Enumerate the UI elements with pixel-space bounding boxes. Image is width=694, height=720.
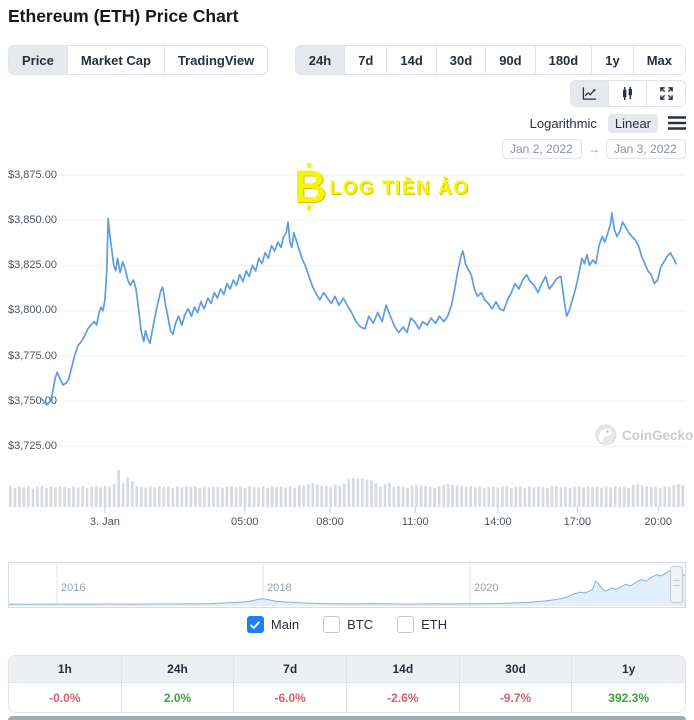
- range-180d[interactable]: 180d: [535, 46, 593, 74]
- perf-header-14d: 14d: [346, 656, 460, 683]
- perf-header-1h: 1h: [9, 656, 122, 683]
- coingecko-logo-icon: [595, 424, 617, 446]
- perf-value-7d: -6.0%: [234, 683, 347, 712]
- perf-value-1h: -0.0%: [9, 683, 122, 712]
- range-24h[interactable]: 24h: [295, 46, 346, 74]
- range-90d[interactable]: 90d: [486, 46, 536, 74]
- range-7d[interactable]: 7d: [345, 46, 388, 74]
- scale-option-logarithmic[interactable]: Logarithmic: [529, 115, 597, 131]
- y-tick-label: $3,750.00: [8, 394, 57, 407]
- view-tabs: Price Market Cap TradingView: [8, 45, 269, 75]
- date-from-input[interactable]: [502, 139, 582, 159]
- menu-icon[interactable]: [668, 116, 686, 130]
- x-tick-label: 3. Jan: [89, 516, 120, 528]
- date-range-arrow: →: [588, 142, 600, 156]
- range-14d[interactable]: 14d: [387, 46, 437, 74]
- candlestick-icon[interactable]: [609, 81, 647, 106]
- timeline-navigator[interactable]: 2016 2018 2020: [8, 562, 686, 608]
- perf-header-24h: 24h: [121, 656, 235, 683]
- y-tick-label: $3,725.00: [8, 440, 57, 452]
- unchecked-checkbox-icon[interactable]: [323, 616, 341, 633]
- minimap-year-label: 2020: [474, 582, 499, 594]
- perf-value-30d: -9.7%: [459, 683, 573, 712]
- coingecko-label: CoinGecko: [622, 427, 694, 443]
- line-chart-icon[interactable]: [571, 81, 609, 106]
- unchecked-checkbox-icon[interactable]: [397, 616, 415, 633]
- legend-checkbox-main[interactable]: Main: [246, 616, 300, 633]
- legend-checkbox-btc[interactable]: BTC: [323, 616, 373, 633]
- checked-checkbox-icon[interactable]: [246, 616, 264, 633]
- tab-market-cap[interactable]: Market Cap: [67, 46, 165, 74]
- legend-checkbox-eth[interactable]: ETH: [397, 616, 447, 633]
- minimap-year-label: 2018: [267, 582, 292, 594]
- range-tabs: 24h 7d 14d 30d 90d 180d 1y Max: [294, 45, 686, 75]
- perf-header-1y: 1y: [572, 656, 685, 683]
- range-1y[interactable]: 1y: [592, 46, 634, 74]
- y-tick-label: $3,875.00: [8, 168, 57, 181]
- perf-value-14d: -2.6%: [346, 683, 460, 712]
- y-tick-label: $3,800.00: [8, 304, 57, 317]
- chart-type-controls: [570, 80, 686, 107]
- x-tick-label: 17:00: [563, 516, 592, 528]
- minimap-year-label: 2016: [60, 582, 86, 594]
- perf-value-24h: 2.0%: [121, 683, 235, 712]
- range-30d[interactable]: 30d: [436, 46, 487, 74]
- date-range-picker: →: [502, 139, 686, 159]
- x-tick-label: 08:00: [316, 516, 344, 528]
- tab-tradingview[interactable]: TradingView: [164, 46, 268, 74]
- perf-value-1y: 392.3%: [572, 683, 685, 712]
- coingecko-watermark[interactable]: CoinGecko: [595, 424, 693, 446]
- legend-label: Main: [270, 617, 300, 632]
- page-title: Ethereum (ETH) Price Chart: [8, 6, 239, 26]
- range-max[interactable]: Max: [633, 46, 685, 74]
- x-tick-label: 05:00: [231, 516, 259, 528]
- performance-table: 1h 24h 7d 14d 30d 1y -0.0% 2.0% -6.0% -2.6% -9.7% 3…: [8, 655, 686, 713]
- y-tick-label: $3,850.00: [8, 213, 57, 226]
- tab-price[interactable]: Price: [9, 46, 68, 74]
- x-tick-label: 11:00: [401, 516, 429, 528]
- watermark-text: LOG TIỀN ẢO: [329, 178, 470, 199]
- y-tick-label: $3,825.00: [8, 259, 57, 271]
- date-to-input[interactable]: [606, 139, 686, 159]
- legend-label: BTC: [347, 617, 374, 632]
- next-section-divider: [8, 716, 686, 720]
- navigator-handle[interactable]: [670, 566, 683, 603]
- scale-toggle: Logarithmic Linear: [523, 112, 686, 134]
- x-tick-label: 20:00: [644, 516, 672, 528]
- series-legend: Main BTC ETH: [0, 616, 694, 633]
- y-tick-label: $3,775.00: [8, 349, 57, 362]
- perf-header-30d: 30d: [459, 656, 573, 683]
- x-tick-label: 14:00: [484, 516, 512, 528]
- perf-header-7d: 7d: [234, 656, 347, 683]
- fullscreen-icon[interactable]: [647, 81, 685, 106]
- bitcoin-b-icon: B: [294, 161, 327, 212]
- blogtienao-watermark: B LOG TIỀN ẢO: [294, 161, 470, 212]
- legend-label: ETH: [421, 617, 448, 632]
- scale-option-linear[interactable]: Linear: [607, 113, 658, 133]
